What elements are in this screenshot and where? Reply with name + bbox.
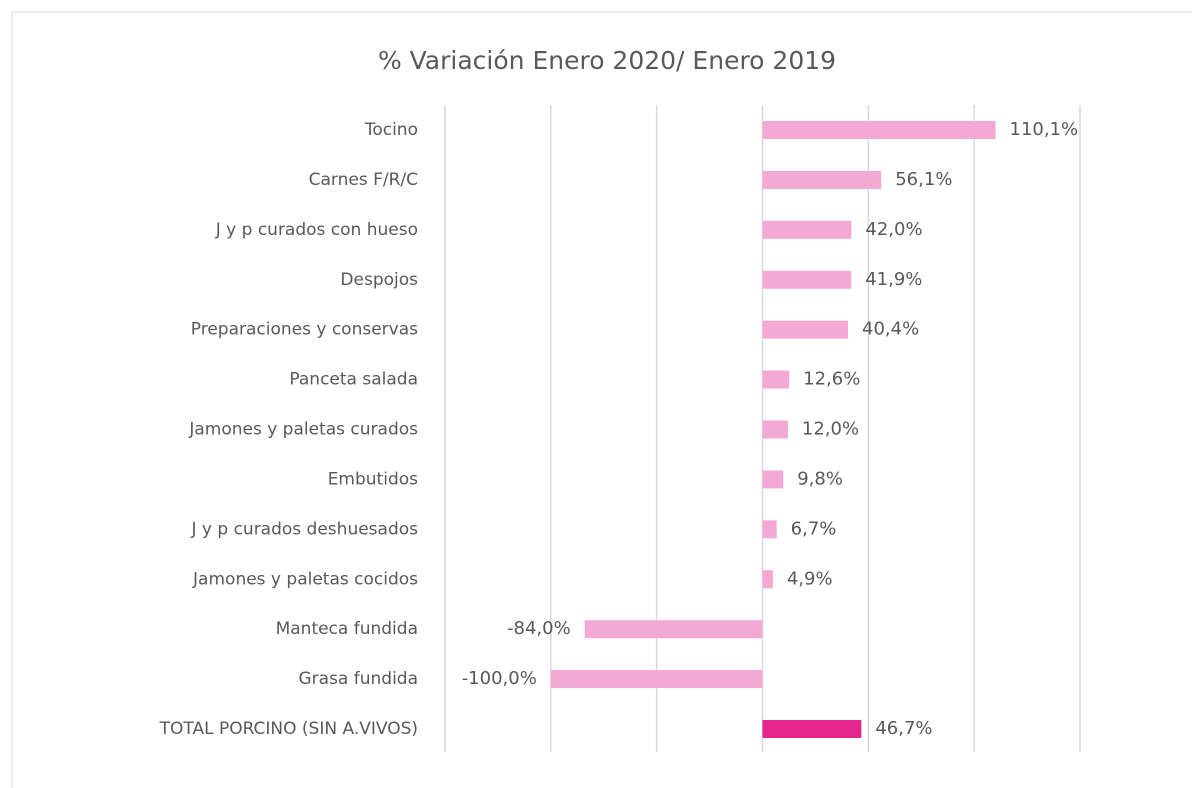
bar [550,670,763,689]
value-label: 4,9% [787,568,833,589]
bar [762,720,862,738]
bar [762,420,788,439]
value-label: 56,1% [895,169,952,190]
y-tick-label: Grasa fundida [298,669,418,689]
value-label: 12,0% [802,419,859,440]
bar [762,220,852,239]
value-label: 110,1% [1010,119,1079,140]
y-tick-label: Despojos [340,270,418,290]
y-tick-label: Manteca fundida [276,619,418,639]
y-tick-label: TOTAL PORCINO (SIN A.VIVOS) [159,719,418,739]
y-tick-label: Tocino [364,120,418,140]
bar [762,121,996,139]
bar [762,570,773,589]
chart-frame [11,11,1192,788]
bar [584,620,763,639]
y-tick-label: Embutidos [328,469,418,489]
y-tick-label: Jamones y paletas curados [188,420,418,440]
value-label: 12,6% [803,369,860,390]
bar [762,520,777,539]
value-label: -100,0% [462,668,537,689]
y-tick-label: J y p curados con hueso [215,220,418,240]
value-label: 6,7% [791,518,837,539]
value-label: 46,7% [875,718,932,739]
value-label: 40,4% [862,319,919,340]
y-tick-label: Carnes F/R/C [309,170,418,190]
bar [762,470,784,489]
y-tick-label: Preparaciones y conservas [191,320,418,340]
chart-title: % Variación Enero 2020/ Enero 2019 [378,46,836,75]
bar [762,370,790,389]
value-label: 42,0% [865,219,922,240]
value-label: -84,0% [507,618,571,639]
bar [762,320,849,339]
value-label: 9,8% [797,468,843,489]
y-tick-label: Panceta salada [289,370,418,390]
bar [762,270,852,289]
y-tick-label: Jamones y paletas cocidos [192,569,418,589]
bar [762,170,882,189]
value-label: 41,9% [865,269,922,290]
y-tick-label: J y p curados deshuesados [191,519,419,539]
